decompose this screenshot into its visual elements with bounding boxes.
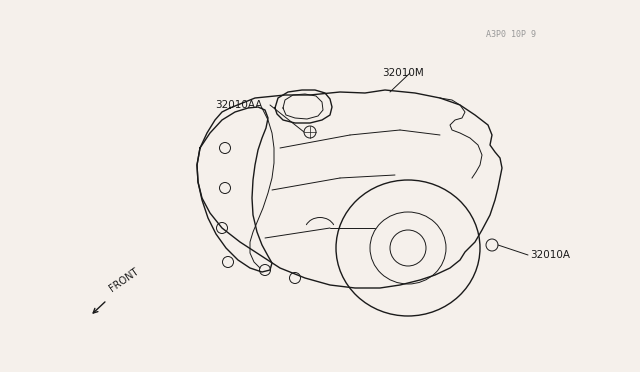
Circle shape: [220, 142, 230, 154]
Text: A3P0 10P 9: A3P0 10P 9: [486, 30, 536, 39]
Circle shape: [304, 126, 316, 138]
Circle shape: [289, 273, 301, 283]
Circle shape: [220, 183, 230, 193]
Text: 32010AA: 32010AA: [215, 100, 262, 110]
Circle shape: [486, 239, 498, 251]
Circle shape: [259, 264, 271, 276]
Circle shape: [216, 222, 227, 234]
Text: 32010A: 32010A: [530, 250, 570, 260]
Text: 32010M: 32010M: [382, 68, 424, 78]
Text: FRONT: FRONT: [107, 267, 140, 294]
Circle shape: [223, 257, 234, 267]
